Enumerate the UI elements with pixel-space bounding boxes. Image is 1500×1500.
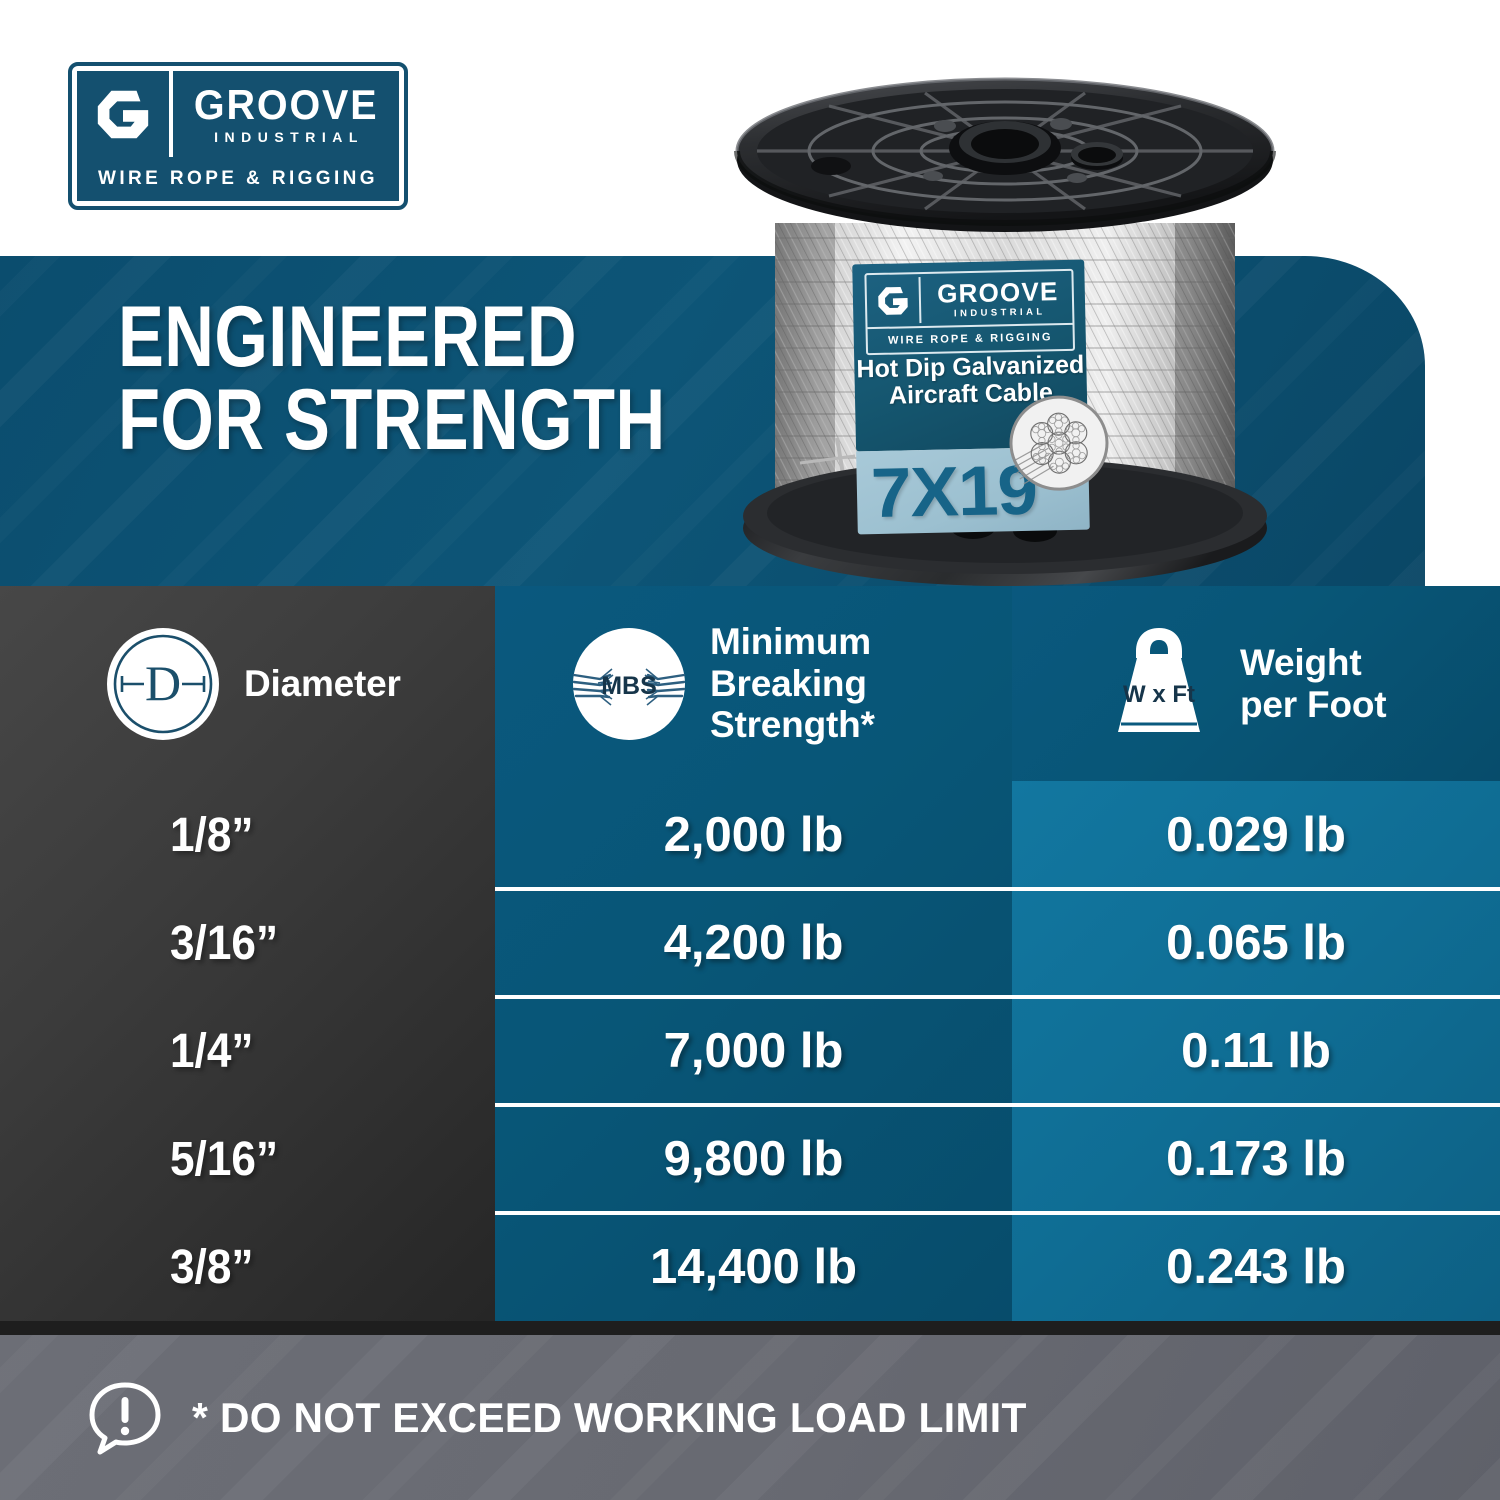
column-header-weight-label: Weight per Foot (1240, 641, 1387, 725)
column-header-weight: W x Ft Weight per Foot (1100, 586, 1387, 781)
table-header-row: D Diameter (0, 586, 1500, 781)
cell-weight: 0.11 lb (1181, 1024, 1331, 1078)
column-header-mbs-label: Minimum Breaking Strength* (710, 620, 875, 746)
table-row: 3/16” 4,200 lb 0.065 lb (0, 889, 1500, 997)
row-divider (495, 995, 1500, 999)
cell-diameter: 1/8” (170, 808, 254, 862)
diameter-column-background (0, 586, 495, 1321)
groove-g-icon (77, 71, 169, 157)
brand-subtitle: INDUSTRIAL (214, 128, 364, 145)
hero-headline: ENGINEERED FOR STRENGTH (118, 289, 666, 468)
cell-weight: 0.173 lb (1166, 1132, 1346, 1186)
table-body: 1/8” 2,000 lb 0.029 lb 3/16” 4,200 lb 0.… (0, 781, 1500, 1321)
mbs-wire-break-icon: MBS (570, 625, 688, 743)
table-row: 3/8” 14,400 lb 0.243 lb (0, 1213, 1500, 1321)
cell-mbs: 14,400 lb (649, 1240, 858, 1294)
cell-mbs: 2,000 lb (663, 808, 844, 862)
weight-column-background (1012, 781, 1500, 1321)
footer-warning-bar: * DO NOT EXCEED WORKING LOAD LIMIT (0, 1335, 1500, 1500)
wire-rope-cross-section-icon (1000, 387, 1112, 499)
cell-mbs: 9,800 lb (663, 1132, 844, 1186)
footer-warning-text: * DO NOT EXCEED WORKING LOAD LIMIT (192, 1393, 1027, 1441)
brand-logo: GROOVE INDUSTRIAL WIRE ROPE & RIGGING (68, 62, 408, 210)
table-row: 1/8” 2,000 lb 0.029 lb (0, 781, 1500, 889)
cell-mbs: 4,200 lb (663, 916, 844, 970)
table-row: 5/16” 9,800 lb 0.173 lb (0, 1105, 1500, 1213)
svg-text:W x Ft: W x Ft (1123, 681, 1195, 708)
cell-weight: 0.243 lb (1166, 1240, 1346, 1294)
product-label-logo: GROOVE INDUSTRIAL WIRE ROPE & RIGGING (864, 268, 1076, 356)
brand-tagline: WIRE ROPE & RIGGING (77, 157, 399, 201)
svg-text:MBS: MBS (601, 672, 657, 700)
product-label: GROOVE INDUSTRIAL WIRE ROPE & RIGGING Ho… (852, 259, 1109, 535)
exclamation-speech-bubble-icon (86, 1379, 164, 1457)
row-divider (495, 887, 1500, 891)
groove-g-icon (867, 282, 920, 319)
column-header-mbs: MBS Minimum Breaking Strength* (570, 586, 875, 781)
cell-mbs: 7,000 lb (663, 1024, 844, 1078)
product-label-tagline: WIRE ROPE & RIGGING (867, 322, 1074, 354)
cell-diameter: 3/8” (170, 1240, 254, 1294)
spec-table: D Diameter (0, 586, 1500, 1321)
diameter-circle-icon: D (104, 625, 222, 743)
cell-diameter: 3/16” (170, 916, 279, 970)
weight-header-background (1012, 586, 1500, 781)
product-label-top: GROOVE INDUSTRIAL WIRE ROPE & RIGGING Ho… (852, 259, 1089, 452)
cell-weight: 0.065 lb (1166, 916, 1346, 970)
brand-name: GROOVE (193, 80, 379, 128)
svg-text:D: D (145, 655, 181, 711)
table-row: 1/4” 7,000 lb 0.11 lb (0, 997, 1500, 1105)
cell-weight: 0.029 lb (1166, 808, 1346, 862)
footer-accent-strip (0, 1321, 1500, 1335)
row-divider (495, 1211, 1500, 1215)
cell-diameter: 1/4” (170, 1024, 254, 1078)
row-divider (495, 1103, 1500, 1107)
weight-block-icon: W x Ft (1100, 624, 1218, 744)
column-header-diameter-label: Diameter (244, 662, 401, 704)
cell-diameter: 5/16” (170, 1132, 279, 1186)
column-header-diameter: D Diameter (104, 586, 401, 781)
product-label-brand: GROOVE (936, 275, 1059, 309)
